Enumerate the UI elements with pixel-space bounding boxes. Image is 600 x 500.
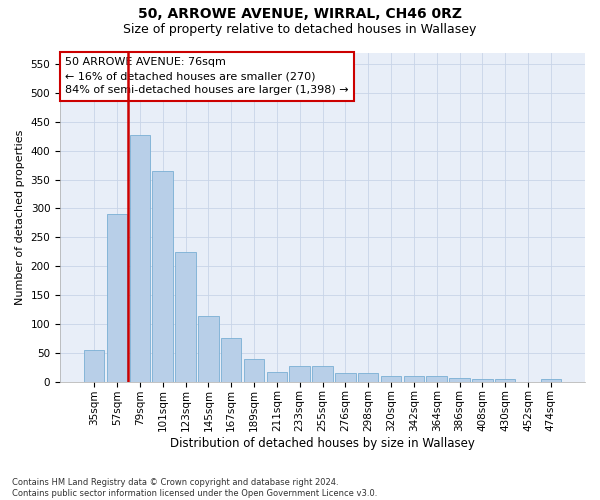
Bar <box>472 380 493 382</box>
Bar <box>358 373 379 382</box>
Bar <box>427 376 447 382</box>
Bar <box>449 378 470 382</box>
Bar <box>404 376 424 382</box>
Bar <box>289 366 310 382</box>
Bar <box>266 372 287 382</box>
Text: Size of property relative to detached houses in Wallasey: Size of property relative to detached ho… <box>124 22 476 36</box>
Bar <box>244 359 264 382</box>
Bar <box>312 366 333 382</box>
Bar <box>175 252 196 382</box>
Bar <box>152 171 173 382</box>
Bar <box>130 134 150 382</box>
Bar <box>495 380 515 382</box>
Y-axis label: Number of detached properties: Number of detached properties <box>15 130 25 305</box>
Text: 50 ARROWE AVENUE: 76sqm
← 16% of detached houses are smaller (270)
84% of semi-d: 50 ARROWE AVENUE: 76sqm ← 16% of detache… <box>65 58 349 96</box>
Bar <box>84 350 104 382</box>
Text: Contains HM Land Registry data © Crown copyright and database right 2024.
Contai: Contains HM Land Registry data © Crown c… <box>12 478 377 498</box>
Text: 50, ARROWE AVENUE, WIRRAL, CH46 0RZ: 50, ARROWE AVENUE, WIRRAL, CH46 0RZ <box>138 8 462 22</box>
Bar <box>107 214 127 382</box>
Bar <box>381 376 401 382</box>
X-axis label: Distribution of detached houses by size in Wallasey: Distribution of detached houses by size … <box>170 437 475 450</box>
Bar <box>221 338 241 382</box>
Bar <box>541 380 561 382</box>
Bar <box>198 316 218 382</box>
Bar <box>335 373 356 382</box>
